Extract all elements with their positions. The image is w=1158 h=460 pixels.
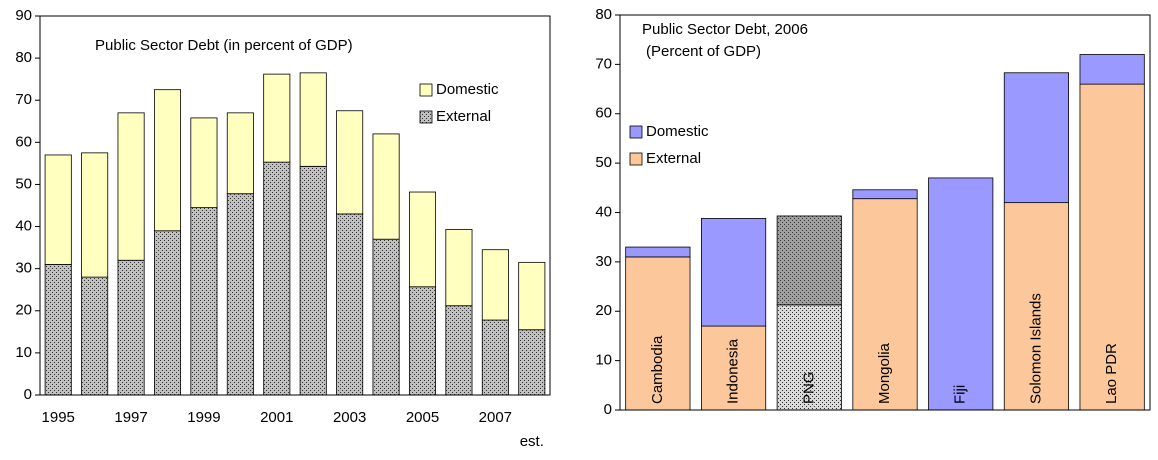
bar bbox=[1003, 72, 1070, 204]
x-tick-label: 1995 bbox=[42, 409, 75, 426]
y-tick-label: 50 bbox=[15, 175, 32, 192]
bar bbox=[1079, 54, 1145, 85]
bar bbox=[518, 329, 546, 396]
legend-swatch bbox=[419, 83, 433, 97]
bar bbox=[299, 72, 327, 167]
bar bbox=[1003, 202, 1070, 411]
bar bbox=[928, 177, 994, 411]
x-tick-label: PNG bbox=[800, 371, 817, 404]
bar bbox=[852, 189, 918, 200]
bar bbox=[852, 198, 918, 411]
y-tick-label: 70 bbox=[15, 91, 32, 108]
x-tick-label: 1999 bbox=[187, 409, 220, 426]
bar bbox=[190, 207, 218, 396]
chart-title: Public Sector Debt, 2006 bbox=[642, 21, 808, 38]
bar bbox=[190, 117, 218, 209]
bar bbox=[408, 286, 437, 396]
bar bbox=[625, 246, 691, 258]
bar bbox=[445, 305, 473, 396]
bar bbox=[336, 213, 364, 396]
bar bbox=[226, 112, 254, 195]
bar bbox=[776, 215, 842, 306]
bar bbox=[44, 264, 72, 396]
bar bbox=[372, 238, 400, 396]
x-tick-label: 2005 bbox=[406, 409, 439, 426]
bar bbox=[700, 218, 767, 327]
y-tick-label: 30 bbox=[595, 253, 612, 270]
x-tick-label: Cambodia bbox=[649, 335, 666, 404]
y-tick-label: 40 bbox=[595, 203, 612, 220]
bar bbox=[81, 152, 109, 278]
legend-swatch bbox=[629, 152, 643, 166]
y-tick-label: 80 bbox=[595, 6, 612, 23]
bar bbox=[117, 112, 145, 261]
x-tick-label: 2003 bbox=[333, 409, 366, 426]
bar bbox=[299, 165, 327, 396]
x-tick-label: Solomon Islands bbox=[1027, 293, 1044, 404]
bar bbox=[81, 276, 109, 396]
chart-title: Public Sector Debt (in percent of GDP) bbox=[95, 37, 353, 54]
bar bbox=[263, 73, 291, 163]
y-tick-label: 90 bbox=[15, 7, 32, 24]
bar bbox=[445, 229, 473, 307]
bar bbox=[263, 161, 291, 396]
x-tick-label: Fiji bbox=[952, 385, 969, 404]
y-tick-label: 30 bbox=[15, 260, 32, 277]
y-tick-label: 0 bbox=[24, 386, 32, 403]
y-tick-label: 10 bbox=[15, 344, 32, 361]
bar bbox=[481, 249, 509, 321]
legend-label: Domestic bbox=[436, 81, 499, 98]
y-tick-label: 20 bbox=[15, 302, 32, 319]
x-tick-label: 2001 bbox=[260, 409, 293, 426]
x-tick-label: Lao PDR bbox=[1103, 343, 1120, 404]
legend-swatch bbox=[419, 110, 433, 124]
x-tick-label: Indonesia bbox=[725, 338, 742, 404]
chart-subtitle: (Percent of GDP) bbox=[646, 43, 761, 60]
y-tick-label: 20 bbox=[595, 302, 612, 319]
bar bbox=[372, 133, 400, 240]
y-tick-label: 60 bbox=[595, 105, 612, 122]
legend-label: External bbox=[646, 150, 701, 167]
bar bbox=[408, 191, 437, 288]
bar bbox=[1079, 83, 1145, 411]
legend-label: Domestic bbox=[646, 123, 709, 140]
x-tick-label: 1997 bbox=[114, 409, 147, 426]
y-tick-label: 0 bbox=[604, 401, 612, 418]
bar bbox=[117, 259, 145, 396]
legend-swatch bbox=[629, 125, 643, 139]
y-tick-label: 70 bbox=[595, 55, 612, 72]
bar bbox=[700, 325, 767, 411]
bar bbox=[44, 154, 72, 265]
y-tick-label: 60 bbox=[15, 133, 32, 150]
y-tick-label: 40 bbox=[15, 218, 32, 235]
bar bbox=[153, 89, 182, 232]
legend-label: External bbox=[436, 108, 491, 125]
bar bbox=[481, 319, 509, 396]
bar bbox=[226, 193, 254, 396]
bar bbox=[518, 261, 546, 331]
plot-frame bbox=[39, 15, 551, 396]
annotation: est. bbox=[520, 433, 544, 450]
x-tick-label: Mongolia bbox=[876, 342, 893, 404]
bar bbox=[153, 230, 182, 396]
y-tick-label: 80 bbox=[15, 49, 32, 66]
y-tick-label: 10 bbox=[595, 352, 612, 369]
x-tick-label: 2007 bbox=[479, 409, 512, 426]
y-tick-label: 50 bbox=[595, 154, 612, 171]
bar bbox=[336, 110, 364, 215]
